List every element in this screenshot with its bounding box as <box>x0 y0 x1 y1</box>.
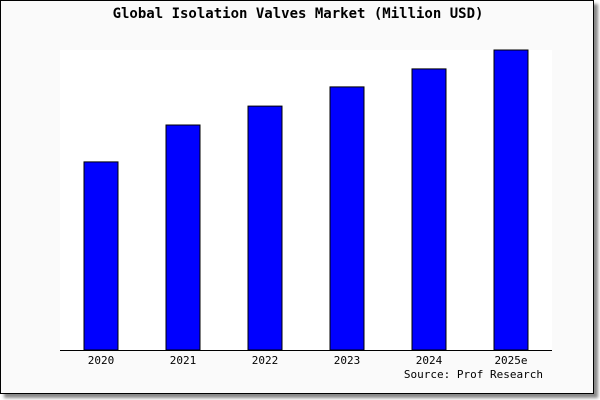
x-tick-label: 2021 <box>170 354 197 367</box>
bar-2025e <box>493 49 529 351</box>
bar-2024 <box>411 68 447 351</box>
x-tick-label: 2025e <box>494 354 527 367</box>
bar-2021 <box>165 124 201 351</box>
x-tick-label: 2023 <box>334 354 361 367</box>
chart-title: Global Isolation Valves Market (Million … <box>112 6 484 22</box>
bar-2020 <box>83 161 119 351</box>
x-tick-label: 2024 <box>416 354 443 367</box>
x-tick-label: 2020 <box>88 354 115 367</box>
bar-2022 <box>247 105 283 351</box>
plot-area <box>60 50 552 350</box>
x-tick-label: 2022 <box>252 354 279 367</box>
source-note: Source: Prof Research <box>403 368 543 381</box>
bar-2023 <box>329 86 365 351</box>
